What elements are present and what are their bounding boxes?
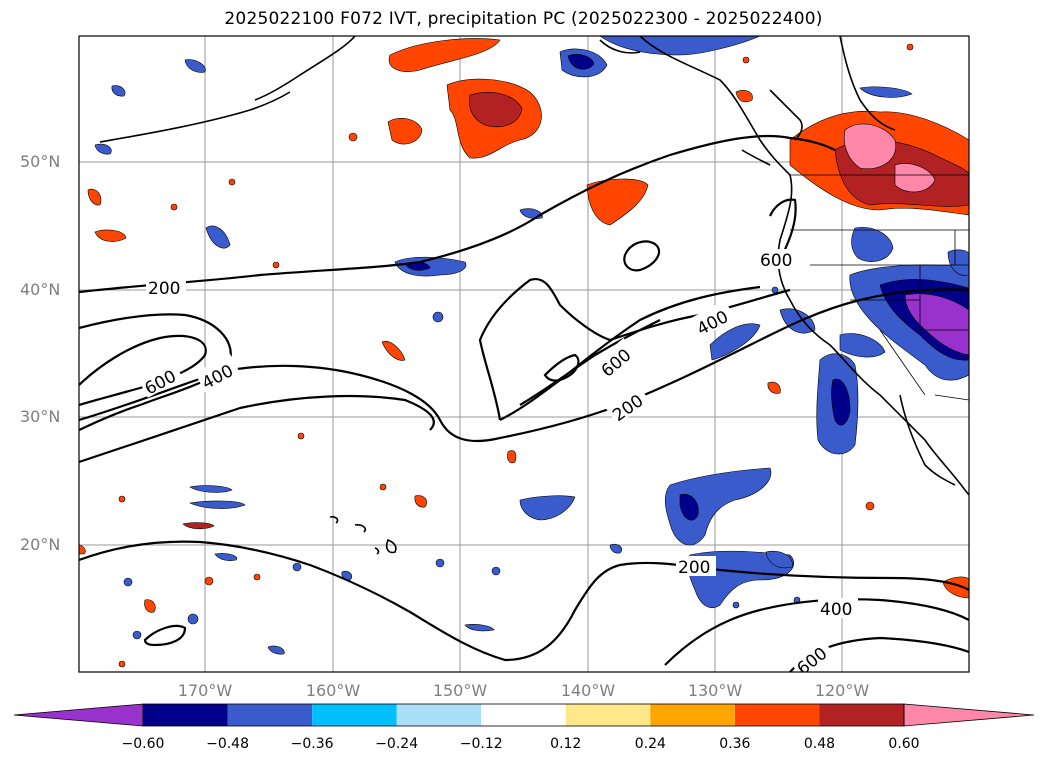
colorbar-segment (734, 704, 820, 726)
lat-label-30n: 30°N (20, 407, 61, 426)
lat-label-40n: 40°N (20, 280, 61, 299)
contour-label-200-west: 200 (148, 279, 180, 299)
lon-label-140w: 140°W (560, 681, 616, 700)
colorbar-tick-label: −0.48 (206, 736, 249, 752)
colorbar-segment (143, 704, 228, 726)
contour-label-600-coast: 600 (760, 251, 792, 271)
colorbar-tick-label: 0.48 (803, 736, 836, 752)
colorbar (13, 703, 1035, 727)
colorbar-tick-label: −0.12 (459, 736, 503, 752)
colorbar-segments (13, 703, 1035, 727)
colorbar-extend-high (903, 703, 1035, 727)
colorbar-segment (396, 704, 482, 726)
lon-label-160w: 160°W (305, 681, 361, 700)
map-title: 2025022100 F072 IVT, precipitation PC (2… (224, 9, 823, 29)
positive-precip-anomalies (79, 38, 969, 668)
colorbar-tick-label: −0.24 (375, 736, 419, 752)
lat-label-20n: 20°N (20, 535, 61, 554)
colorbar-tick-label: 0.24 (634, 736, 666, 752)
borders (790, 174, 969, 401)
colorbar-segment (227, 704, 313, 726)
colorbar-segment (312, 704, 397, 726)
lon-label-120w: 120°W (814, 681, 870, 700)
contour-labels: 200 600 400 600 400 600 200 200 400 600 (137, 249, 858, 672)
lat-label-50n: 50°N (20, 152, 61, 171)
contour-label-400-south: 400 (820, 600, 852, 620)
colorbar-segment (565, 704, 651, 726)
map-frame (78, 35, 970, 673)
colorbar-segment (650, 704, 735, 726)
lon-label-130w: 130°W (687, 681, 743, 700)
colorbar-tick-label: 0.12 (550, 736, 582, 752)
colorbar-segment (481, 704, 566, 726)
contour-label-200-south: 200 (678, 558, 710, 578)
colorbar-segment (819, 704, 904, 726)
colorbar-extend-low (13, 703, 144, 727)
lon-label-150w: 150°W (432, 681, 488, 700)
colorbar-tick-label: −0.36 (290, 736, 334, 752)
map-panel: 200 600 400 600 400 600 200 200 400 600 (78, 35, 970, 673)
lon-label-170w: 170°W (177, 681, 233, 700)
colorbar-tick-label: 0.36 (719, 736, 751, 752)
colorbar-frame (142, 703, 905, 727)
colorbar-tick-label: 0.60 (888, 736, 920, 752)
colorbar-tick-label: −0.60 (121, 736, 165, 752)
